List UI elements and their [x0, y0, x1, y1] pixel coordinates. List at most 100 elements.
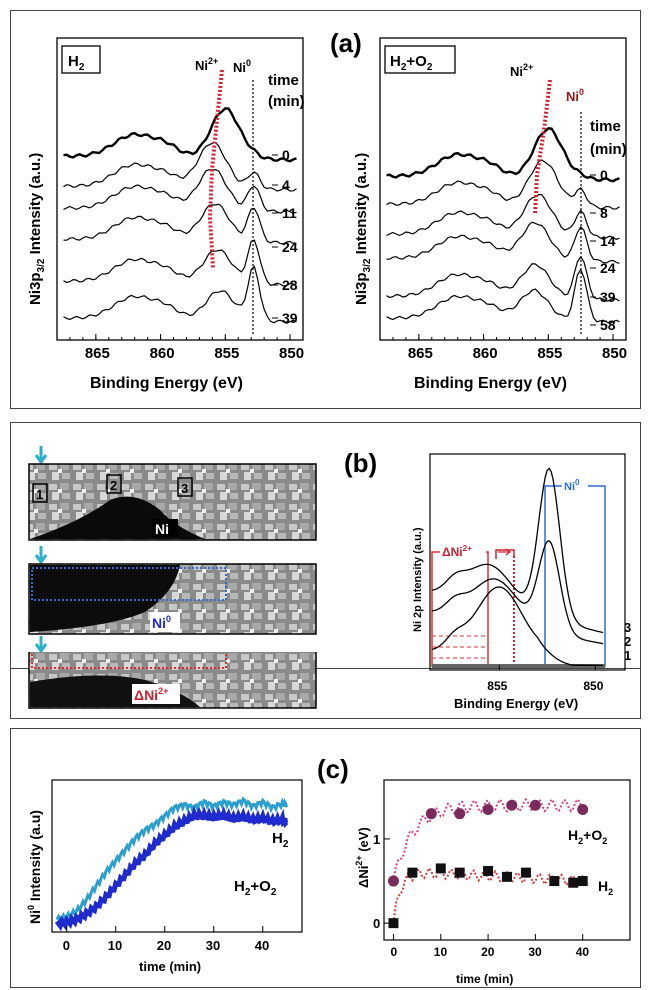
panel-b-xlabel: 855 850 Binding Energy (eV) — [454, 679, 604, 711]
x-tick-label: 30 — [206, 938, 220, 953]
plot-a-left: H2 Ni2+ Ni0 time (min) 865 860 855 850 0 4 11… — [27, 37, 305, 392]
time-header-right-2: (min) — [590, 141, 627, 158]
ticks-c-right: 0 10 20 30 40 0 1 — [373, 832, 589, 959]
point-H2+O2 — [387, 875, 399, 887]
point-H2 — [483, 865, 494, 876]
ni2-trend-left — [207, 69, 224, 269]
panel-c-label: (c) — [317, 754, 349, 784]
ni2-label-right: Ni2+ — [510, 62, 533, 79]
legend-c-left-h2: H2 — [272, 830, 289, 850]
spectrum-39min — [63, 265, 297, 324]
series-label-4: 4 — [282, 177, 290, 193]
series-c-right — [387, 797, 589, 929]
x-tick-label: 20 — [481, 945, 495, 959]
x-axis-label-b: Binding Energy (eV) — [454, 696, 578, 711]
legend-c-right-h2: H2 — [598, 878, 613, 897]
y-axis-label-c-left: Ni0 Intensity (a.u) — [26, 810, 43, 924]
series-label-24: 24 — [282, 239, 298, 255]
point-H2 — [388, 918, 399, 929]
x-tick-label: 855 — [214, 345, 239, 362]
x-ticks-c-left: 0 10 20 30 40 — [63, 926, 269, 953]
x-tick-label: 860 — [150, 345, 175, 362]
y-axis-label-b: Ni 2p Intensity (a.u.) — [412, 527, 424, 632]
spectrum-24min — [63, 203, 297, 245]
series-labels-a-right: 0 8 14 24 39 58 — [590, 167, 616, 333]
gas-label-right: H2+O2 — [390, 53, 433, 73]
point-H2+O2 — [425, 808, 437, 820]
series-labels-a-left: 0 4 11 24 28 39 — [272, 147, 298, 326]
series-label-58: 58 — [600, 317, 616, 333]
series-label-8: 8 — [600, 205, 608, 221]
point-H2 — [502, 871, 512, 882]
svg-text:Ni3p3/2 Intensity (a.u.): Ni3p3/2 Intensity (a.u.) — [27, 153, 47, 305]
x-tick-label: 865 — [85, 345, 110, 362]
series-label-2: 2 — [624, 634, 631, 649]
x-axis-label-c-left: time (min) — [139, 959, 201, 974]
gas-label-left: H2 — [68, 53, 85, 73]
point-H2+O2 — [454, 808, 466, 820]
panel-b-spectra: Ni0 ΔNi2+ 321 Ni 2p Intensity (a.u.) — [412, 453, 631, 671]
svg-text:ΔNi2+ (eV): ΔNi2+ (eV) — [354, 827, 371, 888]
gas-box-right: H2+O2 — [384, 45, 456, 74]
x-tick-label: 850 — [279, 345, 304, 362]
gas-box-left: H2 — [61, 45, 101, 74]
x-tick-label: 855 — [487, 679, 507, 693]
series-label-0: 0 — [600, 167, 608, 183]
series-label-1: 1 — [624, 648, 631, 663]
spectrum-28min — [63, 239, 297, 287]
y-tick-label: 1 — [373, 832, 380, 847]
point-H2+O2 — [529, 799, 541, 811]
x-tick-label: 855 — [537, 345, 562, 362]
point-H2+O2 — [482, 803, 494, 815]
trend-H2+O2 — [392, 797, 589, 882]
series-label-14: 14 — [600, 233, 616, 249]
svg-text:Ni3p3/2 Intensity (a.u.): Ni3p3/2 Intensity (a.u.) — [353, 153, 373, 305]
spectrum-14min — [386, 193, 620, 240]
series-label-39: 39 — [282, 310, 298, 326]
line-H2 — [55, 796, 288, 925]
series-label-0: 0 — [282, 147, 290, 163]
time-header-left-2: (min) — [268, 93, 305, 110]
series-label-28: 28 — [282, 277, 298, 293]
ni2-label-left: Ni2+ — [195, 56, 218, 73]
point-H2 — [407, 867, 418, 878]
panel-a-label: (a) — [330, 28, 362, 58]
shift-bracket — [495, 549, 515, 559]
x-tick-label: 860 — [473, 345, 498, 362]
x-tick-label: 20 — [157, 938, 171, 953]
point-H2 — [435, 863, 446, 874]
legend-c-left-h2o2: H2+O2 — [234, 878, 277, 898]
time-header-right-1: time — [590, 118, 621, 135]
x-tick-label: 10 — [434, 945, 448, 959]
panel-c: (c) 0 10 20 30 40 H2 H2+O2 Ni0 Intensity (a.… — [10, 728, 641, 988]
series-label-3: 3 — [624, 620, 631, 635]
x-tick-label: 850 — [583, 679, 603, 693]
series-label-11: 11 — [282, 205, 297, 221]
spectrum-0min — [63, 107, 297, 163]
point-H2 — [549, 876, 560, 887]
series-labels-b: 321 — [624, 620, 631, 663]
gas-box-right-frame — [384, 45, 456, 74]
spectrum-0min — [386, 127, 620, 183]
svg-text:Ni 2p Intensity (a.u.): Ni 2p Intensity (a.u.) — [412, 527, 424, 632]
x-tick-label: 0 — [390, 945, 397, 959]
x-axis-label-c-right: time (min) — [456, 972, 513, 986]
plot-a-right-axes — [379, 37, 627, 341]
line-H2+O2 — [54, 805, 289, 932]
spectrum-11min — [63, 168, 297, 214]
point-H2 — [568, 877, 579, 888]
time-header-left-1: time — [268, 72, 299, 89]
spectrum-24min — [386, 221, 620, 264]
spectrum-8min — [386, 159, 620, 210]
y-axis-label-a-left: Ni3p3/2 Intensity (a.u.) — [27, 153, 47, 305]
ni0-label-right: Ni0 — [566, 87, 584, 104]
x-tick-labels-b: 855 850 — [487, 679, 603, 693]
plot-a-right: H2+O2 Ni2+ Ni0 time (min) 865 860 855 850 0… — [353, 37, 627, 392]
x-tick-label: 40 — [255, 938, 269, 953]
spectra-a-left — [63, 107, 297, 324]
series-label-24: 24 — [600, 260, 616, 276]
x-ticks-a-left: 865 860 855 850 — [56, 334, 304, 362]
x-axis-label-a-left: Binding Energy (eV) — [90, 375, 243, 392]
y-tick-label: 0 — [373, 916, 380, 931]
x-tick-label: 0 — [63, 938, 70, 953]
